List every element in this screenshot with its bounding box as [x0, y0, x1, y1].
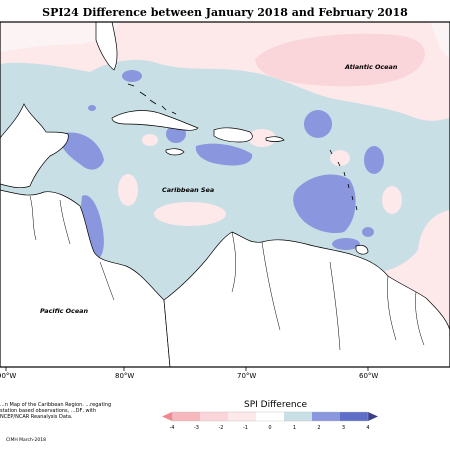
land-mexico: [0, 103, 69, 189]
dry-blob-1: [118, 174, 138, 206]
wet-blob-south-caribbean: [293, 174, 356, 234]
longitude-label-60w: 60°W: [359, 372, 379, 380]
legend-colorbar: [162, 411, 378, 422]
wet-blob-hispaniola: [195, 143, 253, 166]
wet-blob-yucatan: [59, 132, 104, 170]
legend-arrow-high: [368, 412, 378, 421]
wet-blob-small-1: [88, 105, 96, 111]
wet-blob-small-3: [362, 227, 374, 237]
legend-segment: [172, 412, 201, 421]
legend-segment: [256, 412, 285, 421]
legend-tick-label: -2: [218, 425, 224, 431]
legend-segment: [340, 412, 369, 421]
credit-text: CIMH March-2018: [6, 438, 46, 443]
dry-blob-3: [248, 129, 276, 147]
legend-tick-label: 4: [366, 425, 370, 431]
legend-tick-label: 0: [268, 425, 272, 431]
legend-title: SPI Difference: [244, 400, 308, 410]
longitude-label-90w: 90°W: [0, 372, 17, 380]
dry-patch-atlantic: [255, 33, 425, 87]
wet-blob-north: [304, 110, 332, 138]
map-frame: [0, 21, 450, 368]
legend-tick-label: -3: [194, 425, 199, 431]
longitude-ticks: [5, 367, 369, 371]
land-bahamas: [127, 83, 177, 115]
legend-segment: [284, 412, 313, 421]
wet-blob-windward: [364, 146, 384, 174]
land-central-america: [0, 189, 171, 367]
land-jamaica: [165, 148, 185, 156]
legend-segment: [228, 412, 257, 421]
land-cuba: [111, 110, 199, 131]
atlantic-ocean-label: Atlantic Ocean: [345, 63, 398, 71]
borders-south-america: [231, 231, 425, 351]
dry-blob-2: [154, 202, 226, 226]
land-florida: [95, 22, 118, 71]
legend-arrow-low: [162, 412, 172, 421]
dry-blob-4: [330, 150, 350, 166]
source-note: ...n Map of the Caribbean Region. ...reg…: [0, 402, 112, 420]
dry-blob-6: [382, 186, 402, 214]
longitude-label-80w: 80°W: [115, 372, 135, 380]
map-title: SPI24 Difference between January 2018 an…: [42, 6, 408, 19]
pacific-ocean-label: Pacific Ocean: [40, 307, 89, 315]
neutral-patch-nw: [0, 22, 120, 52]
caribbean-sea-label: Caribbean Sea: [162, 186, 215, 194]
land-lesser-antilles: [329, 149, 358, 211]
borders-central-america: [29, 195, 115, 301]
legend-tick-label: -1: [243, 425, 248, 431]
legend-segment: [200, 412, 229, 421]
legend-tick-label: 1: [292, 425, 297, 431]
land-trinidad: [355, 244, 369, 255]
legend-tick-label: 2: [317, 425, 321, 431]
legend-tick-label: -4: [169, 425, 175, 431]
dry-blob-5: [142, 134, 158, 146]
legend-tick-label: 3: [341, 425, 346, 431]
neutral-patch-ne: [430, 22, 450, 60]
land-hispaniola: [213, 127, 253, 143]
legend-segment: [312, 412, 341, 421]
wet-blob-coast: [332, 238, 360, 250]
wet-blob-small-2: [122, 70, 142, 82]
land-south-america: [163, 231, 450, 367]
land-puerto-rico: [265, 136, 285, 142]
longitude-label-70w: 70°W: [237, 372, 257, 380]
